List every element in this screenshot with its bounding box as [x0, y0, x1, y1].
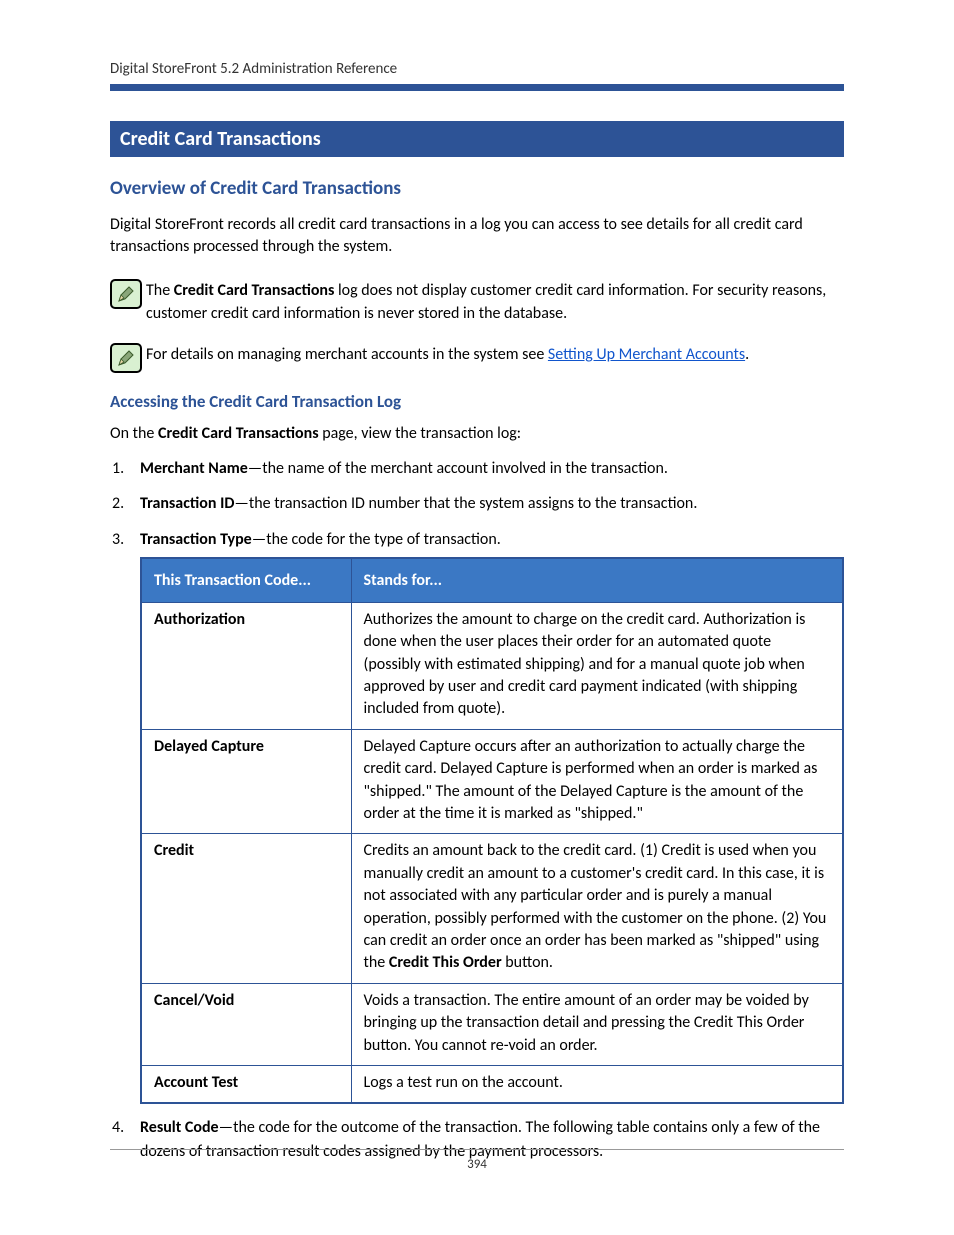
note2-post: . — [745, 345, 749, 364]
access-intro-bold: Credit Card Transactions — [158, 424, 319, 443]
code-desc-cell: Voids a transaction. The entire amount o… — [351, 983, 843, 1065]
table-row: Authorization Authorizes the amount to c… — [141, 602, 843, 729]
section-title: Credit Card Transactions — [110, 121, 844, 157]
page-content: Digital StoreFront 5.2 Administration Re… — [0, 0, 954, 1163]
table-header-col2: Stands for... — [351, 558, 843, 603]
access-intro-post: page, view the transaction log: — [319, 424, 522, 443]
table-row: Delayed Capture Delayed Capture occurs a… — [141, 729, 843, 834]
page-footer: 394 — [110, 1149, 844, 1173]
r3-post: button. — [502, 953, 553, 972]
field-name: Transaction Type — [140, 530, 252, 549]
code-desc-cell: Delayed Capture occurs after an authoriz… — [351, 729, 843, 834]
pencil-note-icon — [110, 343, 142, 373]
code-name-cell: Cancel/Void — [141, 983, 351, 1065]
r3-bold: Credit This Order — [389, 953, 502, 972]
code-name-cell: Credit — [141, 834, 351, 983]
code-desc-cell: Credits an amount back to the credit car… — [351, 834, 843, 983]
note1-pre: The — [146, 281, 174, 300]
note-2-text: For details on managing merchant account… — [146, 343, 749, 366]
code-name-cell: Authorization — [141, 602, 351, 729]
field-name: Result Code — [140, 1118, 219, 1137]
pencil-note-icon — [110, 279, 142, 309]
field-desc: —the transaction ID number that the syst… — [234, 494, 697, 513]
field-name: Transaction ID — [140, 494, 234, 513]
field-desc: —the code for the type of transaction. — [252, 530, 501, 549]
transaction-codes-table: This Transaction Code... Stands for... A… — [140, 557, 844, 1105]
access-intro: On the Credit Card Transactions page, vi… — [110, 424, 844, 443]
field-desc: —the name of the merchant account involv… — [248, 459, 668, 478]
note-block-1: The Credit Card Transactions log does no… — [110, 279, 844, 325]
field-name: Merchant Name — [140, 459, 248, 478]
code-desc-cell: Logs a test run on the account. — [351, 1065, 843, 1103]
access-heading: Accessing the Credit Card Transaction Lo… — [110, 391, 844, 412]
access-intro-pre: On the — [110, 424, 158, 443]
table-row: Account Test Logs a test run on the acco… — [141, 1065, 843, 1103]
code-desc-cell: Authorizes the amount to charge on the c… — [351, 602, 843, 729]
table-row: Cancel/Void Voids a transaction. The ent… — [141, 983, 843, 1065]
overview-heading: Overview of Credit Card Transactions — [110, 177, 844, 200]
merchant-accounts-link[interactable]: Setting Up Merchant Accounts — [548, 345, 745, 364]
list-item: Transaction ID—the transaction ID number… — [110, 492, 844, 515]
code-name-cell: Account Test — [141, 1065, 351, 1103]
doc-header-title: Digital StoreFront 5.2 Administration Re… — [110, 60, 844, 78]
list-item: Transaction Type—the code for the type o… — [110, 528, 844, 1105]
table-row: Credit Credits an amount back to the cre… — [141, 834, 843, 983]
list-item: Merchant Name—the name of the merchant a… — [110, 457, 844, 480]
overview-body: Digital StoreFront records all credit ca… — [110, 214, 844, 259]
note2-pre: For details on managing merchant account… — [146, 345, 548, 364]
note-block-2: For details on managing merchant account… — [110, 343, 844, 373]
note1-bold: Credit Card Transactions — [174, 281, 335, 300]
note-1-text: The Credit Card Transactions log does no… — [146, 279, 844, 325]
header-rule — [110, 84, 844, 91]
table-header-col1: This Transaction Code... — [141, 558, 351, 603]
page-number: 394 — [467, 1157, 487, 1172]
field-list: Merchant Name—the name of the merchant a… — [110, 457, 844, 1163]
code-name-cell: Delayed Capture — [141, 729, 351, 834]
